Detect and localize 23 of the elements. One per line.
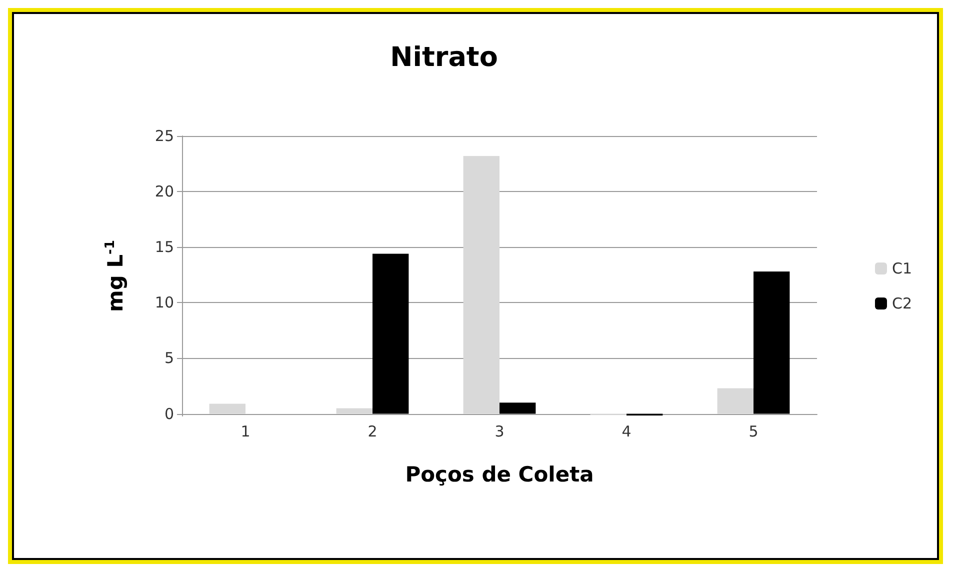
y-tick-label: 10 <box>154 294 174 312</box>
bar <box>717 388 754 414</box>
bar <box>500 402 536 414</box>
y-tick-label: 20 <box>154 182 174 201</box>
x-axis-title: Poços de Coleta <box>405 462 594 486</box>
y-axis-title: mg L-1 <box>103 240 128 312</box>
chart-title: Nitrato <box>390 42 498 73</box>
bar <box>463 156 500 414</box>
y-tick-label: 25 <box>154 127 174 145</box>
bar <box>336 408 372 414</box>
x-tick-label: 3 <box>494 422 504 440</box>
y-tick-label: 15 <box>154 238 174 256</box>
x-tick-label: 5 <box>748 422 758 440</box>
y-tick-label: 5 <box>164 349 174 368</box>
legend-label: C1 <box>892 260 912 278</box>
x-tick-label: 2 <box>368 422 378 440</box>
x-tick-label: 1 <box>240 422 250 440</box>
x-tick-label: 4 <box>622 422 632 440</box>
bar <box>209 404 246 414</box>
bar <box>372 254 409 414</box>
y-tick-label: 0 <box>164 404 174 423</box>
legend-label: C2 <box>892 294 912 312</box>
bar <box>754 272 790 414</box>
